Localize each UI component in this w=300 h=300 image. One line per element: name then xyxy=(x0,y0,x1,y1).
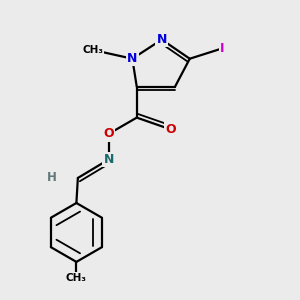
Text: I: I xyxy=(220,42,224,55)
Text: H: H xyxy=(47,172,57,184)
Text: O: O xyxy=(103,127,114,140)
Text: N: N xyxy=(127,52,137,65)
Text: CH₃: CH₃ xyxy=(82,45,103,55)
Text: N: N xyxy=(103,153,114,166)
Text: O: O xyxy=(165,123,176,136)
Text: CH₃: CH₃ xyxy=(66,273,87,283)
Text: N: N xyxy=(157,33,167,46)
